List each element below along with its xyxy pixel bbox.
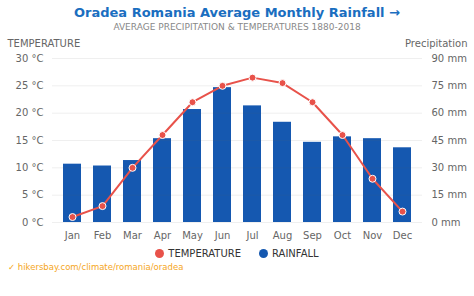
- svg-text:20 °C: 20 °C: [16, 107, 44, 118]
- svg-text:30 mm: 30 mm: [432, 162, 467, 173]
- html-text:RAINFALL: RAINFALL: [272, 248, 319, 259]
- svg-text:May: May: [182, 230, 203, 241]
- svg-text:Precipitation: Precipitation: [405, 38, 468, 49]
- svg-text:30 °C: 30 °C: [16, 53, 44, 64]
- html-text:AVERAGE PRECIPITATION & TEMPER: AVERAGE PRECIPITATION & TEMPERATURES 188…: [113, 22, 361, 32]
- html-text:✓ hikersbay.com/climate/romani: ✓ hikersbay.com/climate/romania/oradea: [8, 262, 184, 272]
- svg-text:Sep: Sep: [303, 230, 322, 241]
- svg-text:60 mm: 60 mm: [432, 107, 467, 118]
- svg-text:Oct: Oct: [334, 230, 351, 241]
- svg-text:Aug: Aug: [273, 230, 293, 241]
- svg-text:25 °C: 25 °C: [16, 80, 44, 91]
- svg-text:Feb: Feb: [94, 230, 112, 241]
- svg-text:0 mm: 0 mm: [432, 217, 461, 228]
- svg-text:Apr: Apr: [154, 230, 172, 241]
- svg-text:15 °C: 15 °C: [16, 135, 44, 146]
- svg-text:Jan: Jan: [64, 230, 80, 241]
- svg-text:45 mm: 45 mm: [432, 135, 467, 146]
- svg-text:75 mm: 75 mm: [432, 80, 467, 91]
- html-text:Oradea Romania Average Monthly: Oradea Romania Average Monthly Rainfall …: [74, 5, 400, 20]
- svg-text:90 mm: 90 mm: [432, 53, 467, 64]
- svg-text:10 °C: 10 °C: [16, 162, 44, 173]
- html-text:TEMPERATURE: TEMPERATURE: [168, 248, 241, 259]
- svg-text:Nov: Nov: [363, 230, 383, 241]
- svg-text:Jul: Jul: [245, 230, 258, 241]
- svg-text:15 mm: 15 mm: [432, 189, 467, 200]
- svg-text:TEMPERATURE: TEMPERATURE: [7, 38, 81, 49]
- svg-text:Dec: Dec: [393, 230, 412, 241]
- svg-text:0 °C: 0 °C: [22, 217, 44, 228]
- svg-text:Jun: Jun: [214, 230, 231, 241]
- svg-text:5 °C: 5 °C: [22, 189, 44, 200]
- svg-text:Mar: Mar: [123, 230, 143, 241]
